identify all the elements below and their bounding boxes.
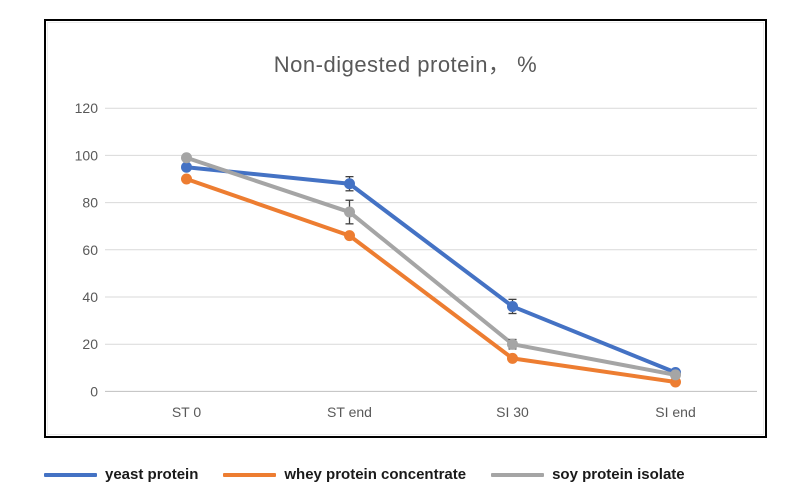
series-line — [184, 165, 678, 375]
legend-line-swatch — [491, 472, 545, 477]
series-line — [184, 177, 678, 384]
x-category-label: ST end — [327, 404, 372, 420]
data-point-marker — [181, 173, 192, 185]
data-point-marker — [181, 152, 192, 164]
y-tick-label: 40 — [82, 289, 98, 305]
x-category-label: ST 0 — [172, 404, 202, 420]
series-line — [184, 155, 678, 377]
chart-frame: Non-digested protein， % 0 20 40 60 80 100 120 S… — [44, 19, 767, 438]
legend-label: yeast protein — [105, 466, 199, 483]
x-category-label: SI 30 — [496, 404, 529, 420]
y-tick-label: 60 — [82, 242, 98, 258]
legend-label: soy protein isolate — [552, 466, 685, 483]
legend-item: yeast protein — [44, 466, 198, 483]
x-category-label: SI end — [655, 404, 695, 420]
legend-line-swatch — [223, 472, 277, 477]
y-tick-label: 0 — [90, 383, 98, 399]
data-point-marker — [181, 161, 192, 173]
data-point-marker — [344, 178, 355, 190]
data-point-marker — [507, 352, 518, 364]
y-tick-label: 80 — [82, 195, 98, 211]
legend-label: whey protein concentrate — [284, 466, 467, 483]
legend-item: whey protein concentrate — [223, 466, 466, 483]
chart-legend: yeast protein whey protein concentrate soy… — [44, 466, 767, 483]
legend-line-swatch — [44, 472, 97, 477]
data-point-marker — [507, 338, 518, 350]
y-tick-label: 20 — [82, 336, 98, 352]
data-point-marker — [344, 206, 355, 218]
data-point-marker — [344, 230, 355, 242]
y-tick-label: 120 — [75, 100, 99, 116]
data-point-marker — [507, 300, 518, 312]
legend-item: soy protein isolate — [491, 466, 685, 483]
plot-area: 0 20 40 60 80 100 120 ST 0 ST end SI 30 SI end — [75, 100, 757, 420]
y-tick-label: 100 — [75, 147, 99, 163]
chart-title: Non-digested protein， % — [273, 52, 538, 77]
data-point-marker — [670, 369, 681, 381]
